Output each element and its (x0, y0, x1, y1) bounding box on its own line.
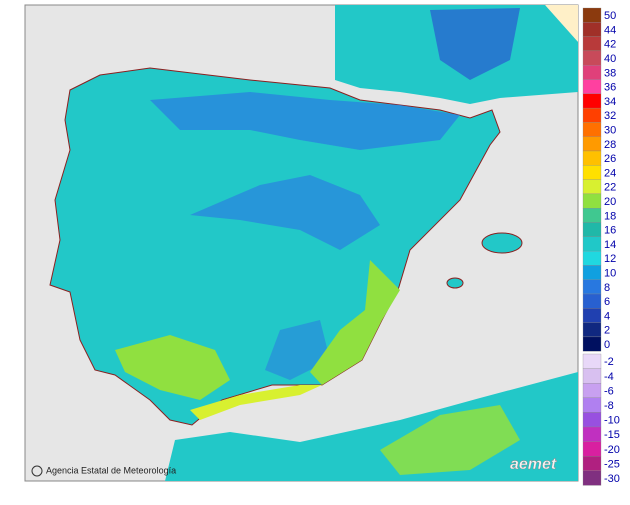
legend-label: 2 (604, 325, 610, 337)
legend-label: -15 (604, 429, 620, 441)
cold-area (190, 175, 380, 250)
cold-area (265, 320, 330, 380)
legend-swatch (582, 22, 602, 37)
legend-swatch (582, 383, 602, 398)
legend-swatch (582, 93, 602, 109)
legend-label: -8 (604, 400, 614, 412)
legend-swatch (582, 193, 602, 209)
legend-swatch (582, 36, 602, 52)
legend-label: -6 (604, 385, 614, 397)
legend-swatch (582, 165, 602, 180)
legend-label: 40 (604, 53, 616, 65)
legend-label: -2 (604, 356, 614, 368)
legend-label: 24 (604, 167, 616, 179)
legend-label: 38 (604, 67, 616, 79)
legend-swatch (582, 7, 602, 23)
legend-swatch (582, 353, 602, 369)
legend-swatch (582, 265, 602, 280)
legend-label: 20 (604, 196, 616, 208)
legend-label: 26 (604, 153, 616, 165)
legend-label: -20 (604, 444, 620, 456)
legend-label: 0 (604, 339, 610, 351)
legend-swatch (582, 397, 602, 413)
legend-swatch (582, 293, 602, 309)
legend-label: 4 (604, 310, 610, 322)
legend-label: 44 (604, 24, 616, 36)
legend-label: 18 (604, 210, 616, 222)
legend-swatch (582, 279, 602, 295)
legend-swatch (582, 368, 602, 384)
legend-label: 16 (604, 225, 616, 237)
legend-label: 50 (604, 10, 616, 22)
legend-label: 32 (604, 110, 616, 122)
legend-swatch (582, 50, 602, 66)
warm-area (380, 405, 520, 475)
legend-label: 36 (604, 82, 616, 94)
legend-swatch (582, 222, 602, 237)
warm-area (310, 260, 400, 385)
mallorca (481, 232, 523, 254)
legend-label: 28 (604, 139, 616, 151)
legend-swatch (582, 336, 602, 352)
attribution: Agencia Estatal de Meteorología (46, 465, 176, 475)
legend-label: -10 (604, 415, 620, 427)
legend-swatch (582, 322, 602, 338)
legend-label: 14 (604, 239, 616, 251)
legend-swatch (582, 150, 602, 166)
legend-label: 12 (604, 253, 616, 265)
legend-swatch (582, 179, 602, 195)
legend-swatch (582, 441, 602, 457)
legend-label: 22 (604, 182, 616, 194)
legend-swatch (582, 250, 602, 266)
logo: aemet (510, 456, 557, 473)
ibiza (446, 277, 464, 289)
legend-swatch (582, 426, 602, 442)
legend-label: 42 (604, 39, 616, 51)
legend-swatch (582, 107, 602, 123)
warm-area (190, 385, 322, 420)
legend-label: 10 (604, 267, 616, 279)
cold-area (150, 92, 460, 150)
legend-swatch (582, 236, 602, 252)
legend-label: -30 (604, 473, 620, 485)
legend-label: 34 (604, 96, 616, 108)
legend-swatch (582, 470, 602, 486)
legend-swatch (582, 308, 602, 323)
legend-label: 6 (604, 296, 610, 308)
legend-swatch (582, 208, 602, 223)
legend-swatch (582, 65, 602, 80)
legend-label: -25 (604, 458, 620, 470)
legend-swatch (582, 412, 602, 428)
legend-label: 30 (604, 124, 616, 136)
copyright-icon (31, 465, 43, 477)
legend-swatch (582, 136, 602, 152)
legend-label: 8 (604, 282, 610, 294)
legend-swatch (582, 79, 602, 94)
cold-area (430, 8, 520, 80)
legend-swatch (582, 456, 602, 471)
legend-swatch (582, 122, 602, 137)
legend-label: -4 (604, 371, 614, 383)
warm-area (115, 335, 230, 400)
